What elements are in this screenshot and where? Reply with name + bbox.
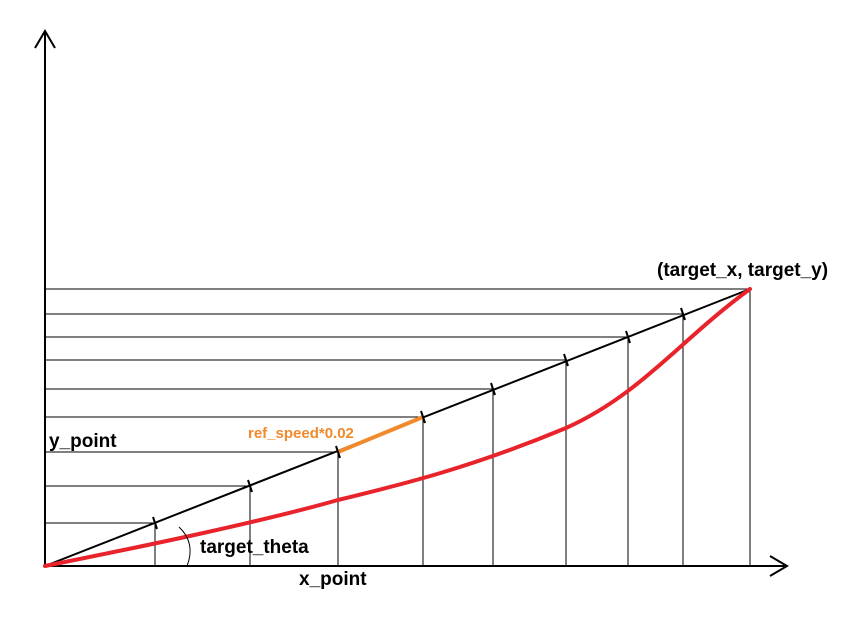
angle-arc <box>178 526 191 567</box>
x-axis-arrowhead <box>769 555 789 577</box>
x-point-label: x_point <box>299 569 367 590</box>
tick-mark <box>247 479 253 493</box>
y-axis-arrowhead <box>34 29 56 49</box>
tick-mark <box>490 382 496 396</box>
axes <box>34 29 789 577</box>
curved-path <box>43 287 752 568</box>
tick-mark <box>152 516 158 530</box>
tick-marks <box>152 307 686 530</box>
horizontal-projection-lines <box>45 288 750 524</box>
tick-mark <box>625 330 631 344</box>
target-point-label: (target_x, target_y) <box>657 260 828 281</box>
vertical-projection-lines <box>154 289 751 566</box>
tick-mark <box>420 410 426 424</box>
target-theta-label: target_theta <box>200 537 309 558</box>
tick-mark <box>335 445 341 459</box>
ref-speed-segment <box>337 415 424 454</box>
ref-speed-label: ref_speed*0.02 <box>248 425 354 442</box>
tick-mark <box>680 307 686 321</box>
tick-mark <box>563 353 569 367</box>
y-point-label: y_point <box>49 431 117 452</box>
